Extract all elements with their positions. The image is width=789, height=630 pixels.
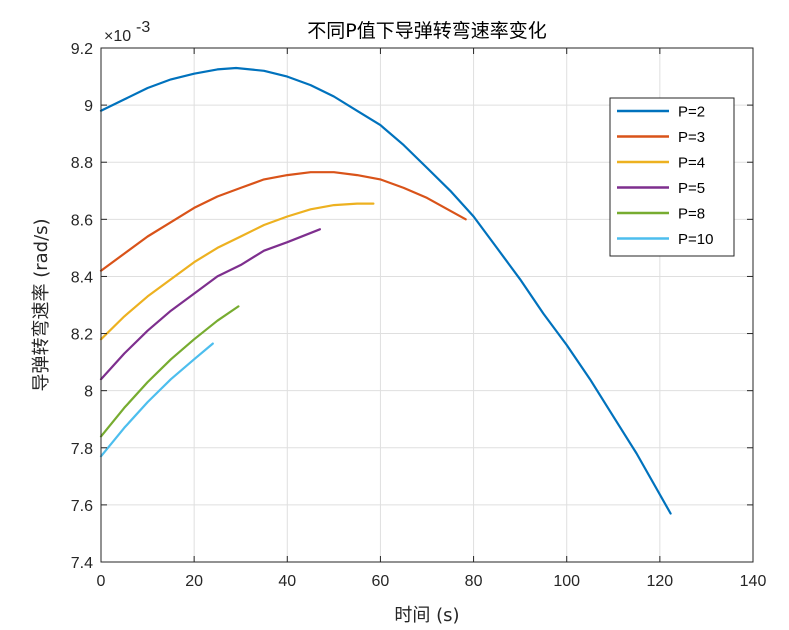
y-tick-label: 8.2 (71, 327, 93, 344)
legend: P=2 P=3 P=4 P=5 P=8 P=10 (609, 97, 735, 257)
x-tick-label: 80 (465, 573, 483, 590)
series-line-p8 (99, 305, 240, 438)
y-tick-label: 7.6 (71, 498, 93, 515)
tick-labels: 0 20 40 60 80 100 120 140 7.4 7.6 7.8 8 8.2 8.4 8.6 8.8… (71, 41, 767, 590)
plot-frame (100, 47, 754, 563)
x-tick-label: 40 (278, 573, 296, 590)
x-tick-label: 100 (553, 573, 580, 590)
chart-title: 不同P值下导弹转弯速率变化 (307, 20, 546, 42)
legend-label: P=4 (678, 155, 705, 172)
y-tick-label: 7.8 (71, 441, 93, 458)
x-tick-label: 60 (372, 573, 390, 590)
y-tick-label: 9 (84, 98, 93, 115)
y-axis-label: 导弹转弯速率 (rad/s) (31, 218, 52, 391)
series-lines (99, 66, 672, 515)
y-tick-label: 8 (84, 384, 93, 401)
y-tick-label: 8.6 (71, 212, 93, 229)
x-tick-label: 20 (185, 573, 203, 590)
y-tick-label: 9.2 (71, 41, 93, 58)
legend-label: P=5 (678, 180, 705, 197)
x-tick-label: 0 (97, 573, 106, 590)
legend-label: P=8 (678, 206, 705, 223)
x-axis-label: 时间 (s) (394, 605, 459, 626)
x-tick-label: 120 (647, 573, 674, 590)
series-line-p5 (99, 228, 321, 381)
y-tick-label: 7.4 (71, 555, 93, 572)
legend-label: P=2 (678, 104, 705, 121)
series-line-p2 (99, 66, 672, 515)
legend-box (609, 97, 735, 257)
axis-ticks (100, 47, 754, 563)
y-tick-label: 8.4 (71, 269, 93, 286)
series-line-p4 (99, 202, 375, 341)
y-exponent-base: ×10 (104, 28, 131, 45)
y-tick-label: 8.8 (71, 155, 93, 172)
legend-label: P=10 (678, 231, 713, 248)
x-tick-label: 140 (740, 573, 767, 590)
y-exponent-power: -3 (136, 19, 150, 36)
legend-label: P=3 (678, 129, 705, 146)
series-line-p10 (99, 342, 214, 458)
series-line-p3 (99, 171, 467, 272)
